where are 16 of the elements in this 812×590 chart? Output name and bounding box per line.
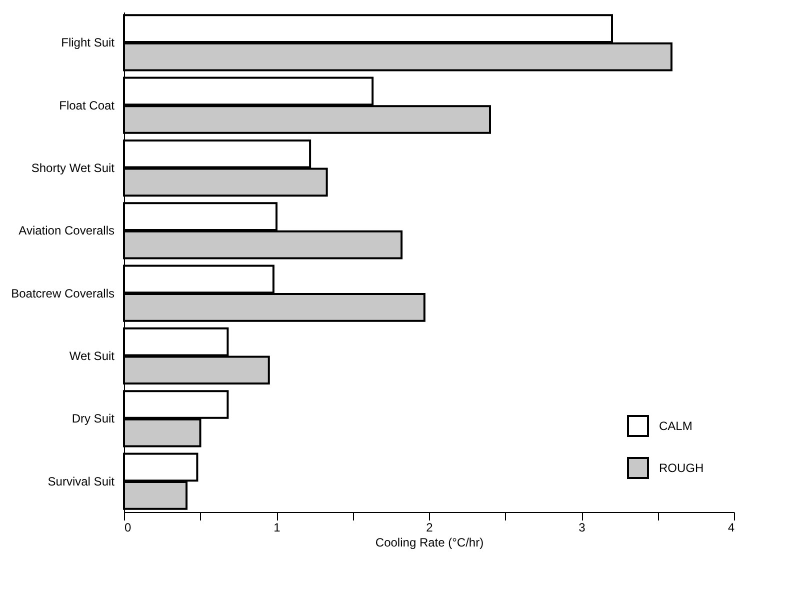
y-tick-label: Flight Suit [61,36,116,50]
x-tick-label: 3 [578,520,586,534]
y-tick-label: Aviation Coveralls [18,224,114,238]
y-tick-label: Survival Suit [48,474,116,488]
y-tick-label: Boatcrew Coveralls [11,286,114,300]
y-tick-label: Wet Suit [69,348,116,363]
legend-label: CALM [659,419,692,433]
y-tick-label: Shorty Wet Suit [31,161,116,176]
x-tick-label: 1 [274,520,281,534]
x-tick-label: 2 [426,520,434,534]
y-tick-label: Dry Suit [72,412,116,426]
legend-label: ROUGH [659,461,704,475]
x-axis-title: Cooling Rate (°C/hr) [375,536,484,550]
x-tick-label: 0 [124,520,132,534]
y-tick-label: Float Coat [59,98,116,112]
x-tick-label: 4 [728,520,735,534]
